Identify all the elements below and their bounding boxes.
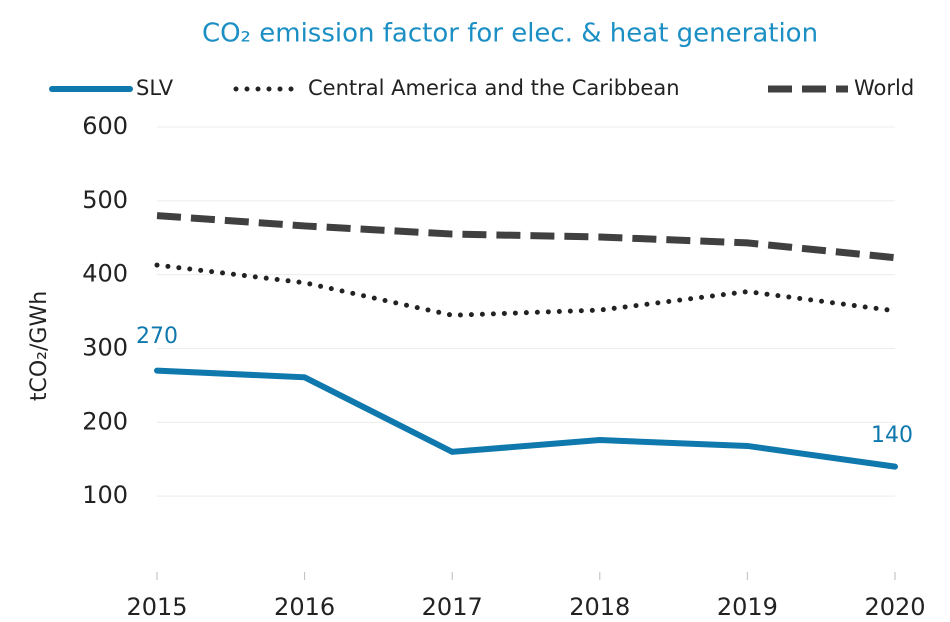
y-tick-label: 400: [82, 260, 128, 288]
y-tick-label: 600: [82, 112, 128, 140]
series-line: [154, 367, 898, 470]
y-tick-label: 100: [82, 481, 128, 509]
x-tick-label: 2017: [422, 593, 483, 621]
legend-label: World: [854, 76, 914, 100]
series-line: [156, 212, 896, 262]
x-tick-label: 2019: [717, 593, 778, 621]
y-axis-label: tCO₂/GWh: [27, 291, 52, 401]
legend-label: SLV: [136, 76, 174, 100]
y-tick-label: 300: [82, 334, 128, 362]
legend-label: Central America and the Caribbean: [308, 76, 680, 100]
y-tick-label: 500: [82, 186, 128, 214]
data-label: 270: [136, 324, 178, 349]
series-line: [154, 262, 898, 318]
y-tick-label: 200: [82, 407, 128, 435]
x-tick-label: 2020: [864, 593, 925, 621]
x-tick-label: 2018: [569, 593, 630, 621]
x-tick-label: 2016: [274, 593, 335, 621]
data-label: 140: [871, 423, 913, 448]
chart-title: CO₂ emission factor for elec. & heat gen…: [202, 19, 818, 49]
x-tick-label: 2015: [126, 593, 187, 621]
